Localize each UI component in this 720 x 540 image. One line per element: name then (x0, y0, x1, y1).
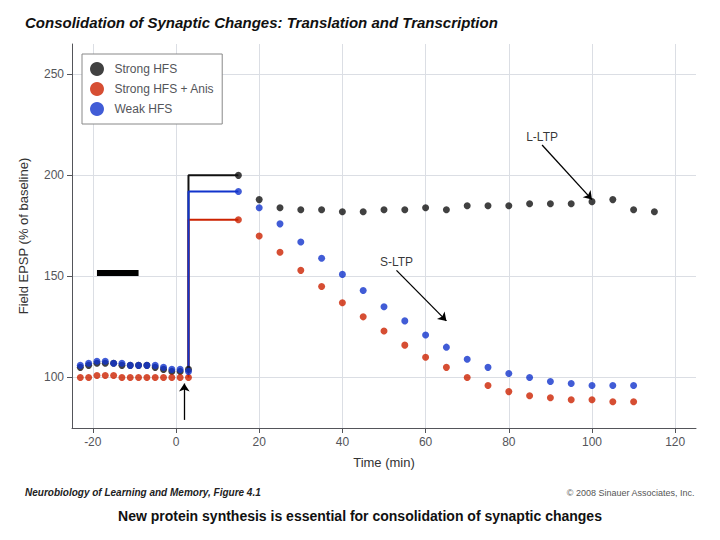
svg-text:80: 80 (502, 435, 516, 449)
svg-text:Time (min): Time (min) (353, 455, 415, 470)
svg-text:© 2008 Sinauer Associates, Inc: © 2008 Sinauer Associates, Inc. (567, 488, 695, 498)
svg-text:Neurobiology of Learning and M: Neurobiology of Learning and Memory, Fig… (25, 487, 261, 498)
svg-text:100: 100 (44, 370, 64, 384)
svg-text:150: 150 (44, 269, 64, 283)
svg-text:S-LTP: S-LTP (380, 255, 413, 269)
svg-text:60: 60 (419, 435, 433, 449)
svg-text:Strong HFS + Anis: Strong HFS + Anis (115, 82, 214, 96)
svg-text:0: 0 (173, 435, 180, 449)
svg-text:40: 40 (336, 435, 350, 449)
svg-text:100: 100 (582, 435, 602, 449)
svg-text:L-LTP: L-LTP (526, 130, 558, 144)
svg-text:200: 200 (44, 168, 64, 182)
svg-text:-20: -20 (84, 435, 102, 449)
svg-text:New protein synthesis is essen: New protein synthesis is essential for c… (118, 508, 602, 524)
svg-text:20: 20 (253, 435, 267, 449)
svg-text:120: 120 (665, 435, 685, 449)
svg-text:250: 250 (44, 67, 64, 81)
svg-text:Consolidation of Synaptic Chan: Consolidation of Synaptic Changes: Trans… (25, 14, 498, 31)
svg-text:Strong HFS: Strong HFS (115, 62, 178, 76)
svg-text:Weak HFS: Weak HFS (115, 102, 173, 116)
svg-text:Field EPSP (% of baseline): Field EPSP (% of baseline) (16, 158, 31, 315)
